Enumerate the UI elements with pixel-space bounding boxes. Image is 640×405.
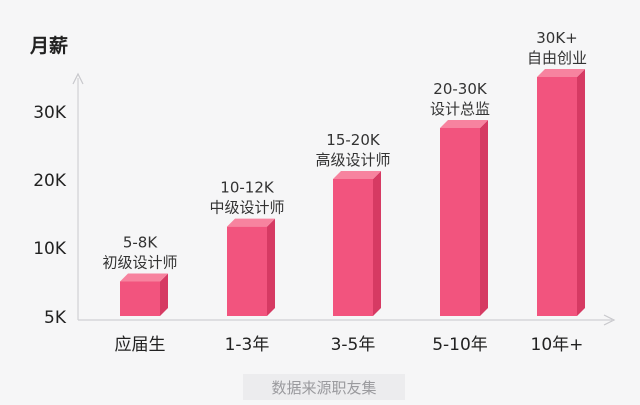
y-tick-label: 5K: [44, 308, 67, 328]
bar-role-label: 自由创业: [527, 49, 587, 67]
x-tick-label: 3-5年: [331, 335, 376, 355]
x-axis-arrow: [603, 314, 616, 326]
bar-salary-range-label: 10-12K: [220, 179, 275, 197]
bar-role-label: 高级设计师: [315, 151, 390, 169]
bar-salary-range-label: 5-8K: [123, 234, 158, 252]
bar-salary-range-label: 20-30K: [433, 80, 488, 98]
bar: [440, 120, 488, 316]
bar: [120, 273, 168, 316]
bar-salary-range-label: 15-20K: [326, 131, 381, 149]
x-tick-label: 10年+: [531, 335, 584, 355]
y-tick-label: 20K: [33, 171, 67, 191]
y-tick-label: 30K: [33, 103, 67, 123]
bar: [227, 218, 275, 316]
y-axis-title: 月薪: [29, 34, 68, 57]
y-axis-arrow: [72, 72, 84, 85]
bar-salary-range-label: 30K+: [536, 29, 578, 47]
data-source-label: 数据来源职友集: [243, 374, 405, 400]
bar-role-label: 中级设计师: [209, 199, 284, 217]
bar-role-label: 设计总监: [430, 100, 490, 118]
x-tick-label: 1-3年: [225, 335, 270, 355]
y-tick-label: 10K: [33, 239, 67, 259]
bar-role-label: 初级设计师: [102, 254, 177, 272]
x-tick-label: 5-10年: [432, 335, 488, 355]
x-tick-label: 应届生: [115, 335, 166, 355]
bar: [333, 171, 381, 316]
bar: [537, 69, 585, 316]
